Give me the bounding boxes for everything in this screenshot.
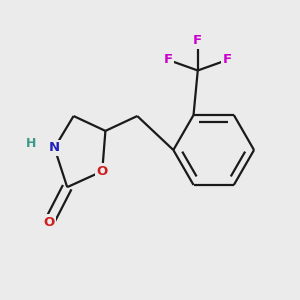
Text: H: H: [26, 137, 36, 150]
Text: F: F: [193, 34, 202, 47]
Text: O: O: [44, 216, 55, 229]
Text: F: F: [223, 53, 232, 66]
Text: N: N: [49, 141, 60, 154]
Text: F: F: [164, 53, 172, 66]
Text: O: O: [97, 165, 108, 178]
